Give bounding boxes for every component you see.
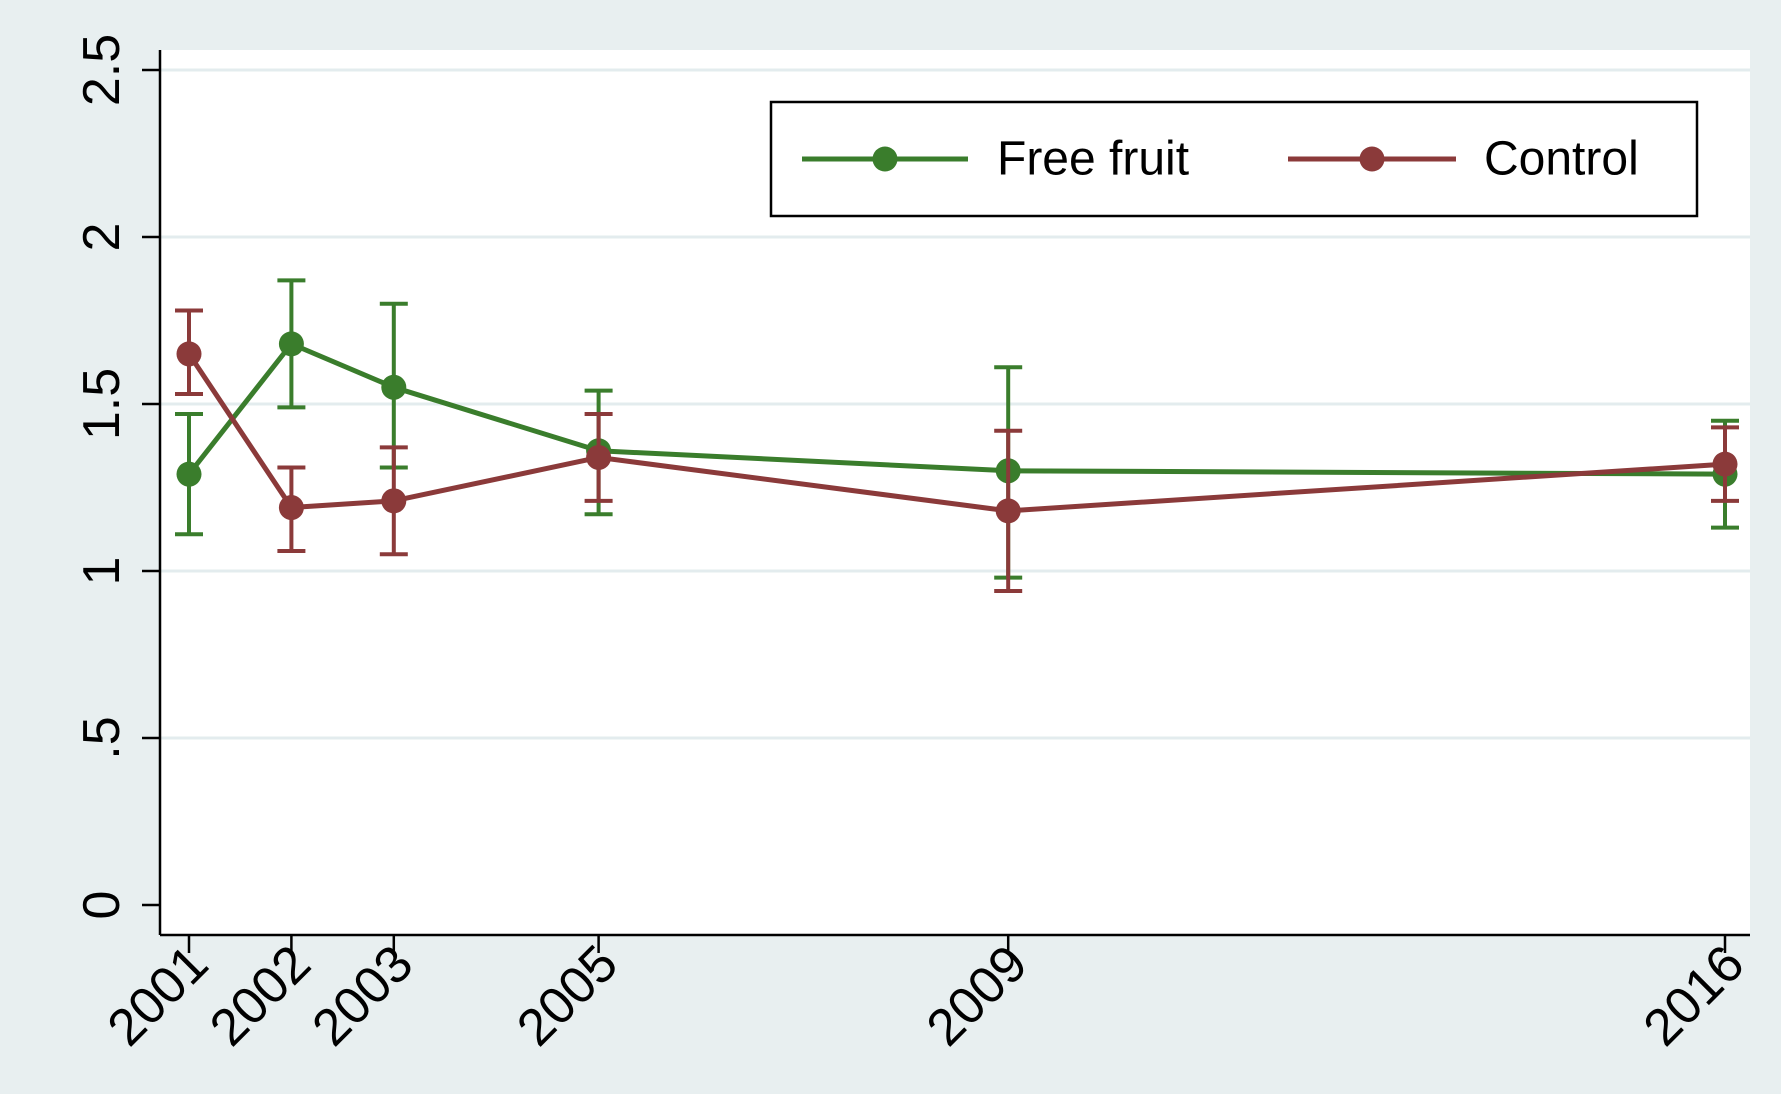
- legend-swatch-marker: [872, 146, 898, 172]
- data-point: [176, 461, 202, 487]
- legend: Free fruit Control: [769, 100, 1699, 218]
- y-tick-label: 2: [73, 223, 131, 252]
- y-tick-label: 0: [73, 891, 131, 920]
- legend-swatch-marker: [1359, 146, 1385, 172]
- data-point: [278, 495, 304, 521]
- y-tick-label: 2.5: [73, 34, 131, 106]
- data-point: [278, 331, 304, 357]
- data-point: [176, 341, 202, 367]
- axes: [142, 50, 1750, 953]
- data-point: [1712, 451, 1738, 477]
- legend-label: Free fruit: [997, 133, 1189, 186]
- series-line: [186, 352, 1726, 514]
- legend-item: Control: [1288, 133, 1639, 186]
- data-point: [995, 498, 1021, 524]
- data-point: [586, 444, 612, 470]
- data-point: [381, 488, 407, 514]
- legend-item: Free fruit: [802, 133, 1189, 186]
- legend-label: Control: [1484, 133, 1639, 186]
- series-control: [175, 308, 1739, 594]
- y-tick-label: 1: [73, 557, 131, 586]
- series-group: [175, 278, 1739, 594]
- series-line: [187, 341, 1726, 477]
- y-tick-label: .5: [73, 716, 131, 759]
- gridlines: [160, 68, 1750, 740]
- data-point: [381, 374, 407, 400]
- y-tick-label: 1.5: [73, 368, 131, 440]
